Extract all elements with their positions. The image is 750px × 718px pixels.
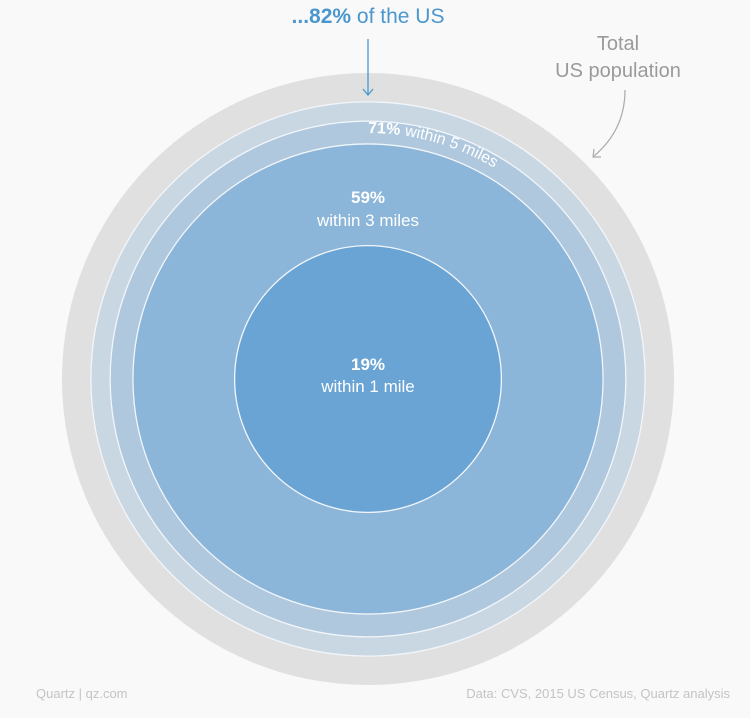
footer-source-right: Data: CVS, 2015 US Census, Quartz analys…: [466, 686, 730, 701]
label-82: ...82% of the US: [292, 5, 445, 28]
total-label-line1: Total: [597, 33, 639, 55]
circle-19: [233, 244, 503, 514]
label-19-text: within 1 mile: [320, 377, 415, 396]
circles: [62, 73, 674, 685]
curved-arrow-icon: [592, 89, 626, 158]
total-label-line2: US population: [555, 60, 681, 82]
label-59-pct: 59%: [351, 188, 385, 207]
arrow-down-icon: [362, 39, 374, 97]
label-59-text: within 3 miles: [316, 211, 419, 230]
footer-source-left: Quartz | qz.com: [36, 686, 128, 701]
label-19-pct: 19%: [351, 355, 385, 374]
